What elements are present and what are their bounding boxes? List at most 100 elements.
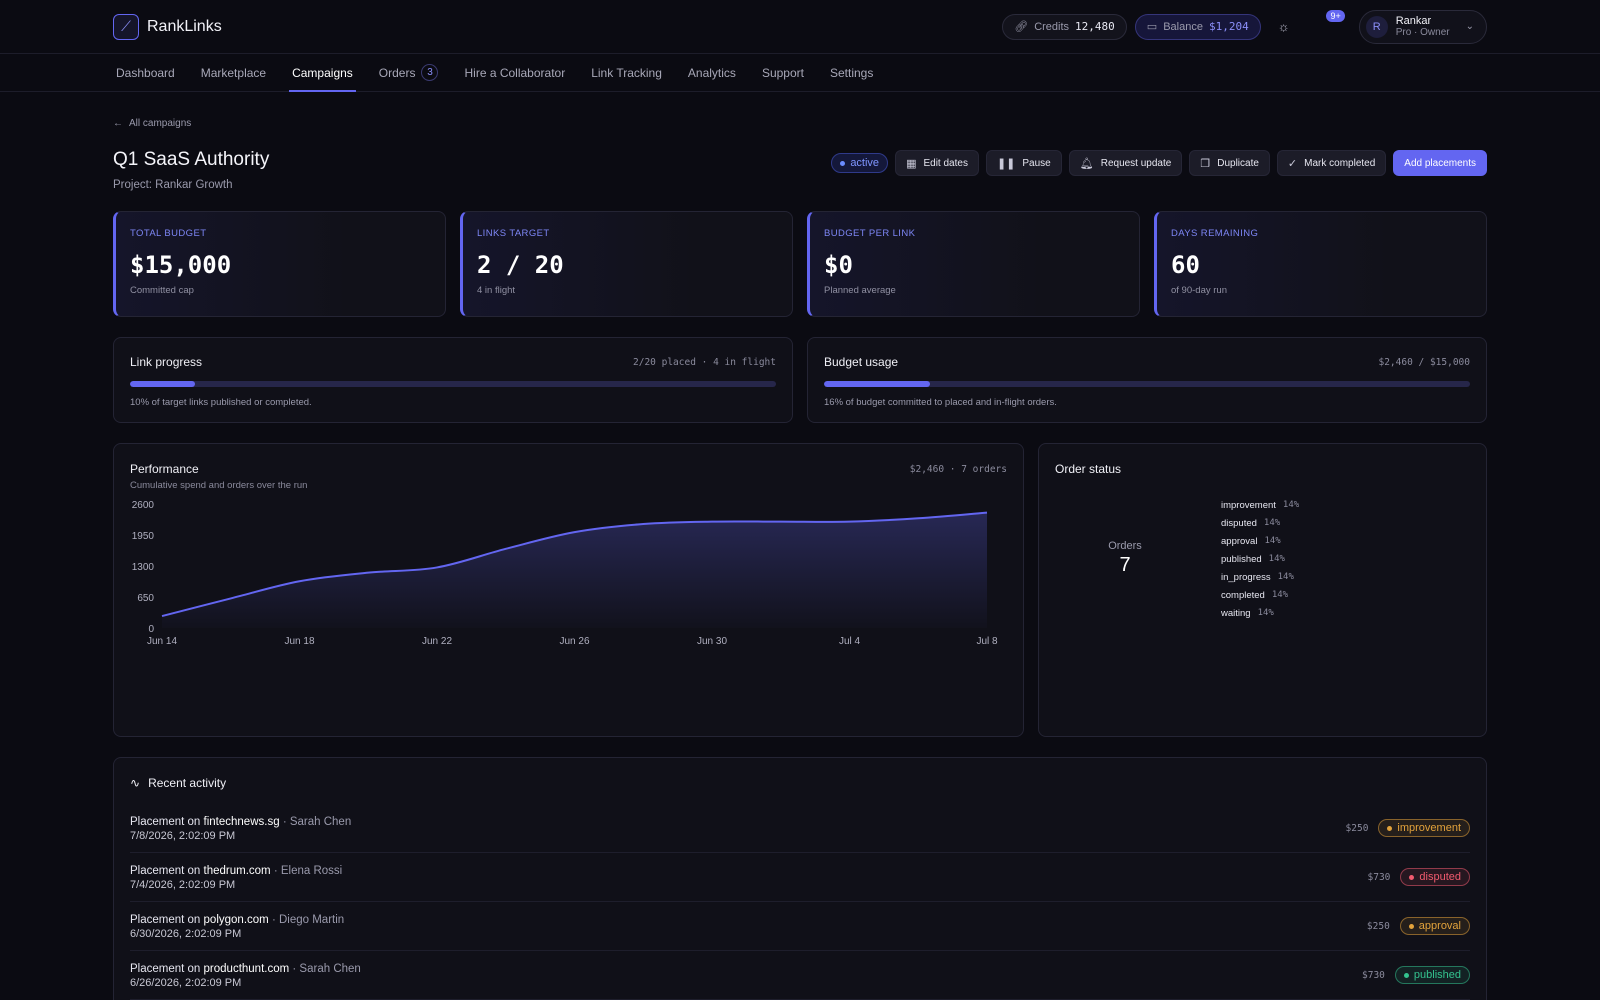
top-bar: ⟋ RankLinks 🔗︎ Credits 12,480 ▭ Balance … [0, 0, 1600, 54]
activity-person: · Diego Martin [271, 913, 345, 926]
legend-pct: 14% [1271, 590, 1289, 600]
link-progress-fill [130, 381, 195, 387]
calendar-icon: ▦ [906, 157, 917, 170]
legend-pct: 14% [1263, 518, 1281, 528]
activity-amount: $250 [1366, 920, 1390, 932]
status-label: improvement [1397, 822, 1461, 834]
y-tick-label: 1300 [132, 562, 155, 573]
status-label: disputed [1419, 871, 1461, 883]
status-dot [1409, 874, 1415, 880]
notifications-button[interactable]: 9+ [1307, 9, 1345, 42]
action-bar: active ▦ Edit dates ❚❚ Pause 🔔︎ Request … [831, 150, 1487, 176]
legend-item: completed 14% [1221, 586, 1299, 604]
brand-name: RankLinks [147, 17, 222, 35]
pause-button[interactable]: ❚❚ Pause [985, 150, 1062, 176]
performance-card: Performance Cumulative spend and orders … [113, 443, 1024, 737]
nav-marketplace[interactable]: Marketplace [200, 65, 267, 80]
kpi-links-target: LINKS TARGET 2 / 20 4 in flight [460, 211, 793, 317]
status-label: published [1413, 969, 1461, 981]
user-menu[interactable]: R Rankar Pro · Owner ⌄ [1358, 9, 1487, 44]
kpi-value: 2 / 20 [477, 251, 564, 279]
activity-row[interactable]: Placement on polygon.com · Diego Martin 6… [130, 902, 1470, 951]
budget-usage-fill [824, 381, 930, 387]
balance-value: $1,204 [1208, 20, 1249, 33]
theme-toggle-button[interactable]: ☼ [1269, 12, 1299, 42]
spend-area [162, 512, 987, 628]
kpi-cards: TOTAL BUDGET $15,000 Committed cap LINKS… [113, 211, 1487, 317]
copy-icon: ❐ [1200, 157, 1211, 170]
budget-usage-note: 16% of budget committed to placed and in… [824, 397, 1057, 408]
activity-person: · Sarah Chen [282, 815, 352, 828]
activity-row[interactable]: Placement on producthunt.com · Sarah Che… [130, 951, 1470, 1000]
back-link[interactable]: ← All campaigns [113, 118, 1487, 129]
request-update-button[interactable]: 🔔︎ Request update [1068, 150, 1183, 176]
nav-orders-label: Orders [378, 65, 416, 80]
y-tick-label: 2600 [132, 500, 155, 511]
avatar: R [1365, 15, 1388, 38]
x-tick-label: Jul 8 [976, 636, 998, 647]
activity-prefix: Placement on [130, 913, 201, 926]
activity-text: Placement on thedrum.com · Elena Rossi [130, 864, 342, 879]
performance-subtitle: Cumulative spend and orders over the run [130, 480, 308, 491]
nav-support[interactable]: Support [761, 65, 804, 80]
activity-date: 6/26/2026, 2:02:09 PM [130, 976, 242, 989]
performance-chart: 0 650 1300 1950 2600 Jun 14 Jun 18 Jun 22 Jun 26… [132, 500, 998, 647]
status-badge: approval [1399, 917, 1470, 935]
nav-orders[interactable]: Orders 3 [376, 54, 442, 91]
bell-icon: 🔔︎ [1079, 157, 1094, 170]
kpi-total-budget: TOTAL BUDGET $15,000 Committed cap [113, 211, 446, 317]
page-subtitle: Project: Rankar Growth [113, 179, 233, 191]
mark-completed-button[interactable]: ✓ Mark completed [1276, 150, 1387, 176]
activity-row[interactable]: Placement on fintechnews.sg · Sarah Chen… [130, 804, 1470, 853]
link-progress-card: Link progress 2/20 placed · 4 in flight … [113, 337, 793, 423]
kpi-sub: of 90-day run [1171, 285, 1227, 296]
status-label: approval [1418, 920, 1461, 932]
link-icon: ⟋ [113, 13, 139, 40]
pause-icon: ❚❚ [996, 157, 1016, 170]
legend-name: waiting [1221, 607, 1251, 619]
main-content: ← All campaigns Q1 SaaS Authority Projec… [0, 92, 1600, 1000]
nav-campaigns[interactable]: Campaigns [289, 54, 356, 92]
activity-domain[interactable]: thedrum.com [203, 864, 271, 877]
kpi-value: 60 [1171, 251, 1200, 279]
legend-name: published [1221, 553, 1262, 565]
legend-name: disputed [1221, 517, 1257, 529]
legend-pct: 14% [1277, 572, 1294, 582]
credits-pill[interactable]: 🔗︎ Credits 12,480 [1002, 13, 1127, 40]
x-tick-label: Jun 26 [559, 636, 589, 647]
orders-total-label: Orders [1108, 540, 1142, 552]
kpi-label: LINKS TARGET [477, 228, 550, 239]
activity-date: 7/8/2026, 2:02:09 PM [130, 829, 236, 842]
brand[interactable]: ⟋ RankLinks [113, 13, 222, 40]
balance-pill[interactable]: ▭ Balance $1,204 [1134, 13, 1261, 40]
budget-usage-card: Budget usage $2,460 / $15,000 16% of bud… [807, 337, 1487, 423]
request-update-label: Request update [1100, 157, 1172, 169]
kpi-sub: 4 in flight [477, 285, 516, 296]
mark-completed-label: Mark completed [1304, 157, 1376, 169]
status-label: active [850, 157, 880, 169]
activity-date: 7/4/2026, 2:02:09 PM [130, 878, 236, 891]
nav-settings[interactable]: Settings [829, 65, 874, 80]
activity-person: · Sarah Chen [292, 962, 361, 975]
nav-dashboard[interactable]: Dashboard [116, 65, 175, 80]
link-progress-title: Link progress [130, 355, 203, 369]
kpi-label: DAYS REMAINING [1171, 228, 1259, 239]
link-progress-summary: 2/20 placed · 4 in flight [633, 356, 776, 368]
kpi-budget-per-link: BUDGET PER LINK $0 Planned average [807, 211, 1140, 317]
order-status-title: Order status [1055, 462, 1122, 476]
edit-dates-button[interactable]: ▦ Edit dates [895, 150, 979, 176]
status-badge: published [1394, 966, 1470, 984]
activity-icon: ∿ [130, 776, 141, 790]
add-placements-button[interactable]: Add placements [1393, 150, 1487, 176]
nav-link-tracking[interactable]: Link Tracking [591, 65, 662, 80]
activity-amount: $730 [1367, 871, 1391, 883]
activity-domain[interactable]: fintechnews.sg [203, 815, 280, 828]
activity-domain[interactable]: polygon.com [203, 913, 269, 926]
activity-row[interactable]: Placement on thedrum.com · Elena Rossi 7/… [130, 853, 1470, 902]
nav-hire-collaborator[interactable]: Hire a Collaborator [464, 65, 566, 80]
duplicate-button[interactable]: ❐ Duplicate [1189, 150, 1270, 176]
activity-domain[interactable]: producthunt.com [203, 962, 290, 975]
user-role: Pro · Owner [1395, 26, 1450, 38]
nav-analytics[interactable]: Analytics [687, 65, 736, 80]
legend-name: improvement [1221, 499, 1276, 511]
